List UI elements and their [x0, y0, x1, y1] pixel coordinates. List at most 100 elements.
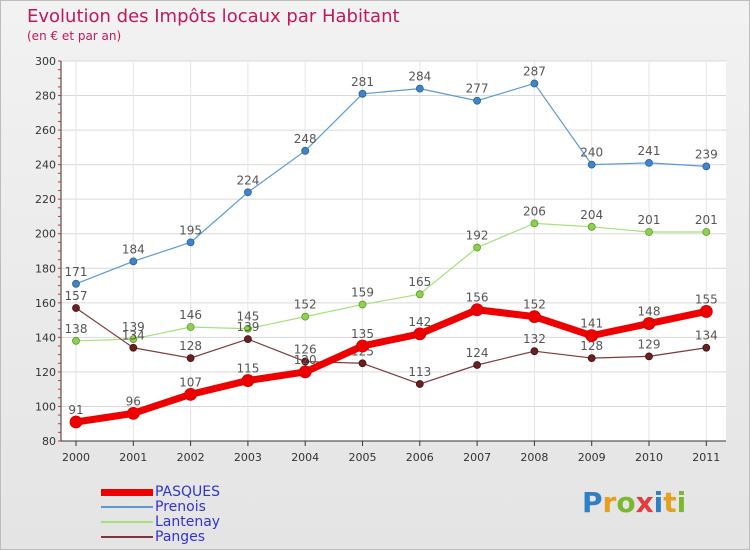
- logo-letter: i: [653, 486, 664, 519]
- chart-title: Evolution des Impôts locaux par Habitant: [27, 6, 400, 27]
- legend-swatch: [101, 506, 153, 508]
- series-line: [75, 306, 708, 426]
- data-label: 91: [68, 403, 83, 417]
- logo-letter: P: [582, 486, 603, 519]
- data-point: [473, 96, 482, 105]
- data-point: [129, 257, 138, 266]
- x-tick-label: 2002: [177, 451, 205, 464]
- data-point: [241, 374, 255, 387]
- series-lantenay: 138 139 146 145 152 159 165 192 206 204 201 201: [65, 204, 718, 345]
- data-point: [473, 361, 482, 369]
- series-line: [75, 222, 707, 342]
- data-label: 184: [122, 242, 145, 256]
- data-label: 148: [638, 305, 661, 319]
- data-label: 146: [179, 308, 202, 322]
- x-tick-label: 2010: [635, 451, 663, 464]
- data-point: [415, 84, 424, 93]
- data-label: 171: [65, 265, 88, 279]
- y-tick-label: 140: [35, 331, 56, 344]
- data-label: 134: [695, 329, 718, 343]
- data-point: [530, 79, 539, 88]
- legend-label: Prenois: [155, 499, 206, 515]
- data-point: [530, 219, 539, 228]
- data-label: 248: [294, 132, 317, 146]
- data-point: [642, 317, 656, 330]
- data-label: 204: [580, 208, 603, 222]
- data-label: 287: [523, 64, 546, 78]
- data-label: 135: [351, 327, 374, 341]
- data-point: [473, 243, 482, 252]
- data-point: [126, 406, 140, 420]
- data-label: 132: [523, 332, 546, 346]
- data-label: 159: [351, 286, 374, 300]
- data-point: [298, 365, 312, 379]
- data-label: 152: [523, 298, 546, 312]
- data-point: [645, 228, 653, 236]
- series-line: [75, 307, 707, 385]
- plot-area: [61, 61, 726, 441]
- series-pasques: 91 96 107 115 120 135 142 156 152 141 148 155: [68, 291, 718, 429]
- x-tick-label: 2011: [692, 451, 720, 464]
- data-label: 195: [179, 223, 202, 237]
- x-tick-label: 2004: [291, 451, 319, 464]
- x-tick-label: 2008: [520, 451, 548, 464]
- data-point: [243, 188, 252, 197]
- x-tick-label: 2003: [234, 451, 262, 464]
- x-tick-label: 2001: [119, 451, 147, 464]
- data-point: [186, 323, 195, 331]
- data-point: [587, 354, 596, 362]
- y-tick-label: 280: [35, 90, 56, 103]
- data-label: 142: [408, 315, 431, 329]
- data-label: 126: [294, 343, 317, 357]
- data-label: 152: [294, 298, 317, 312]
- x-tick-label: 2007: [463, 451, 491, 464]
- data-label: 157: [65, 289, 88, 303]
- y-tick-label: 200: [35, 228, 56, 241]
- data-point: [702, 343, 711, 352]
- data-label: 224: [236, 173, 259, 187]
- data-label: 96: [126, 394, 141, 408]
- data-point: [184, 387, 198, 401]
- legend-swatch: [101, 536, 153, 538]
- x-tick-label: 2009: [578, 451, 606, 464]
- y-tick-label: 100: [35, 400, 56, 413]
- data-point: [72, 336, 80, 345]
- data-point: [129, 335, 138, 343]
- data-label: 134: [122, 329, 145, 343]
- y-tick-label: 160: [35, 297, 56, 310]
- data-point: [645, 352, 653, 361]
- data-point: [587, 222, 596, 231]
- data-point: [530, 347, 539, 356]
- data-point: [702, 162, 711, 171]
- data-point: [528, 310, 541, 324]
- data-point: [415, 380, 424, 388]
- data-point: [645, 159, 653, 167]
- data-label: 165: [408, 275, 431, 289]
- series-line: [75, 82, 707, 285]
- data-label: 113: [408, 365, 431, 379]
- data-label: 124: [466, 346, 489, 360]
- data-label: 156: [466, 291, 489, 305]
- data-point: [358, 89, 367, 98]
- data-point: [301, 146, 310, 155]
- data-point: [72, 304, 80, 312]
- data-point: [186, 238, 195, 247]
- data-point: [699, 305, 713, 318]
- data-label: 240: [580, 146, 603, 160]
- data-label: 201: [695, 213, 718, 227]
- legend-label: PASQUES: [155, 484, 221, 500]
- data-point: [129, 343, 138, 352]
- chart-subtitle: (en € et par an): [27, 29, 122, 43]
- data-point: [358, 300, 367, 309]
- data-point: [470, 303, 484, 317]
- legend-label: Panges: [155, 529, 206, 545]
- data-label: 139: [236, 320, 259, 334]
- x-tick-label: 2006: [406, 451, 434, 464]
- data-point: [356, 339, 369, 353]
- data-label: 141: [580, 317, 603, 331]
- data-label: 192: [466, 229, 489, 243]
- y-tick-label: 240: [35, 159, 56, 172]
- x-tick-label: 2005: [349, 451, 377, 464]
- data-label: 155: [695, 292, 718, 306]
